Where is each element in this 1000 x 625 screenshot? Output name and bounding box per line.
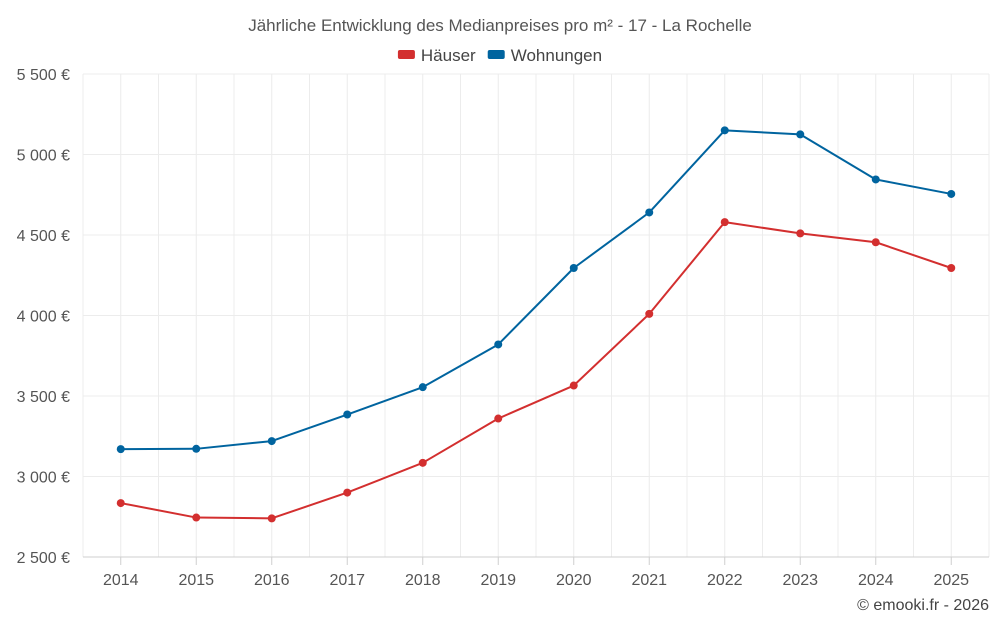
x-tick-label: 2016 — [254, 572, 290, 589]
y-tick-label: 4 000 € — [17, 309, 70, 326]
y-tick-label: 4 500 € — [17, 228, 70, 245]
legend-label-h-user: Häuser — [421, 46, 476, 65]
x-tick-label: 2019 — [480, 572, 516, 589]
x-tick-label: 2024 — [858, 572, 894, 589]
data-point-wohnungen — [418, 383, 427, 392]
legend-swatch-h-user — [397, 50, 415, 59]
data-point-wohnungen — [267, 437, 276, 446]
credit-text: © emooki.fr - 2026 — [857, 597, 989, 614]
y-tick-label: 3 000 € — [17, 470, 70, 487]
data-point-wohnungen — [343, 410, 352, 419]
data-point-h-user — [720, 218, 729, 227]
x-tick-label: 2015 — [178, 572, 214, 589]
legend-swatch-wohnungen — [487, 50, 505, 59]
legend-label-wohnungen: Wohnungen — [511, 46, 602, 65]
series-line-wohnungen — [120, 129, 952, 451]
data-point-h-user — [645, 309, 654, 318]
series-layer — [116, 126, 956, 523]
data-point-h-user — [494, 414, 503, 423]
data-point-wohnungen — [947, 189, 956, 198]
chart-title: Jährliche Entwicklung des Medianpreises … — [248, 16, 752, 35]
legend: Häuser Wohnungen — [397, 46, 602, 65]
y-tick-label: 3 500 € — [17, 389, 70, 406]
data-point-h-user — [569, 381, 578, 390]
legend-item-h-user: Häuser — [397, 46, 476, 65]
data-point-wohnungen — [569, 264, 578, 273]
x-tick-label: 2017 — [329, 572, 365, 589]
data-point-wohnungen — [116, 445, 125, 454]
x-tick-label: 2021 — [631, 572, 667, 589]
x-tick-label: 2020 — [556, 572, 592, 589]
x-tick-label: 2014 — [103, 572, 139, 589]
y-axis: 2 500 € 3 000 € 3 500 € 4 000 € 4 500 € 5 000… — [17, 67, 70, 567]
data-point-h-user — [947, 264, 956, 273]
x-tick-label: 2025 — [933, 572, 969, 589]
x-tick-label: 2022 — [707, 572, 743, 589]
series-line-h-user — [120, 221, 952, 520]
data-point-h-user — [343, 488, 352, 497]
y-tick-label: 5 000 € — [17, 148, 70, 165]
grid — [82, 73, 990, 557]
legend-item-wohnungen: Wohnungen — [487, 46, 602, 65]
data-point-wohnungen — [645, 208, 654, 217]
data-point-h-user — [796, 229, 805, 238]
y-tick-label: 2 500 € — [17, 550, 70, 567]
data-point-wohnungen — [720, 126, 729, 135]
data-point-h-user — [267, 514, 276, 523]
data-point-wohnungen — [871, 175, 880, 184]
data-point-h-user — [192, 513, 201, 522]
x-axis: 2014 2015 2016 2017 2018 2019 2020 2021 2022 2023… — [83, 556, 989, 589]
data-point-wohnungen — [192, 444, 201, 453]
data-point-wohnungen — [796, 130, 805, 139]
data-point-h-user — [116, 499, 125, 508]
x-tick-label: 2023 — [782, 572, 818, 589]
y-tick-label: 5 500 € — [17, 67, 70, 84]
data-point-h-user — [871, 238, 880, 247]
data-point-h-user — [418, 458, 427, 467]
data-point-wohnungen — [494, 340, 503, 349]
x-tick-label: 2018 — [405, 572, 441, 589]
